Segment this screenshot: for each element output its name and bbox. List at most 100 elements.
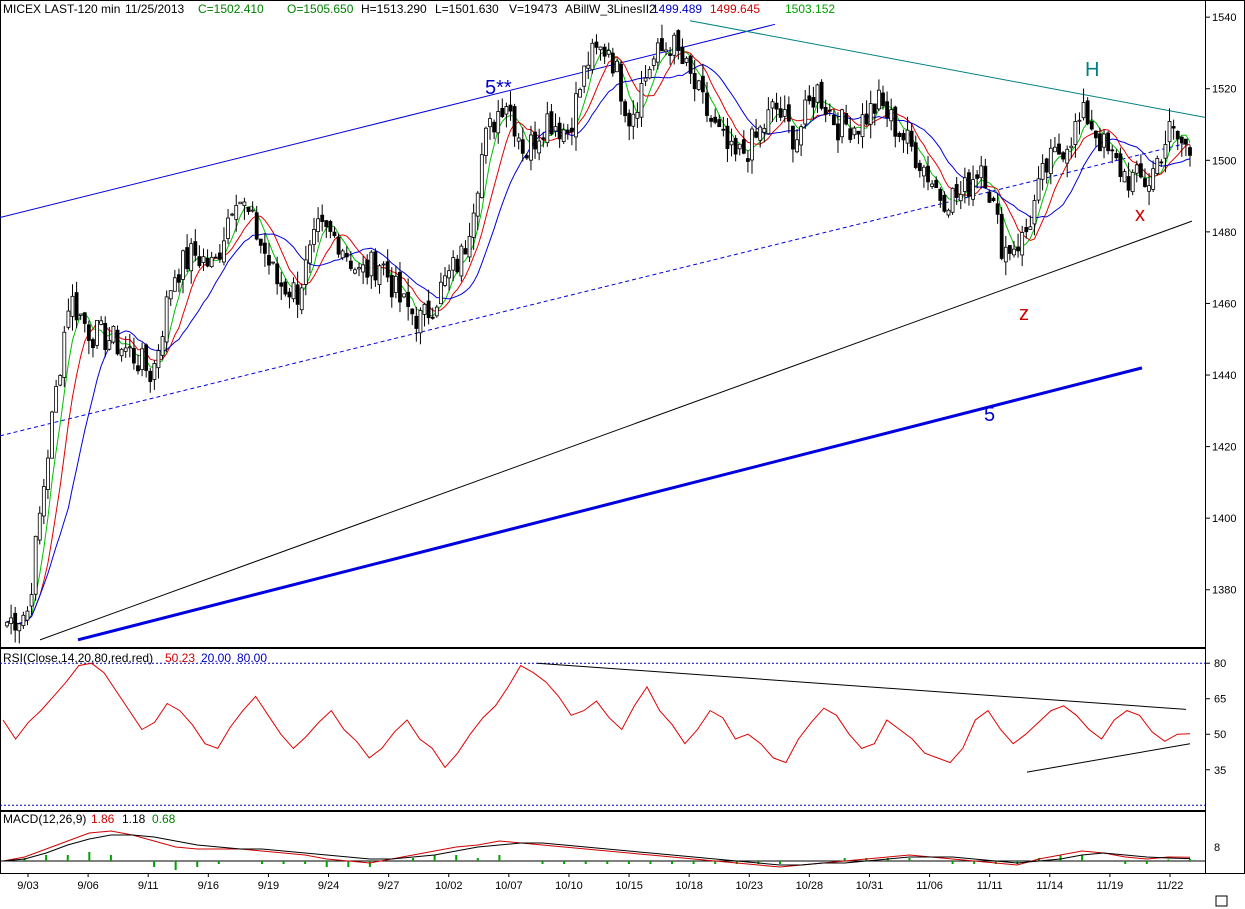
wave-5-line: [77, 366, 1143, 642]
candle-body: [541, 137, 546, 140]
candle-body: [713, 116, 718, 123]
candle-body: [1085, 100, 1090, 125]
candle-body: [508, 104, 513, 112]
candle-body: [848, 128, 853, 140]
annotation-z: z: [1019, 303, 1029, 325]
x-tick-label: 11/22: [1157, 880, 1184, 892]
candle-body: [1114, 153, 1119, 159]
candle-body: [1155, 158, 1160, 174]
candle-body: [1065, 148, 1070, 164]
candle-body: [414, 315, 419, 329]
candle-body: [553, 126, 558, 132]
candle-body: [246, 206, 251, 212]
candle-body: [999, 213, 1004, 259]
candle-body: [1184, 138, 1188, 145]
candle-body: [971, 179, 975, 200]
candle-body: [119, 348, 124, 357]
candle-body: [496, 111, 501, 134]
candle-body: [86, 324, 91, 341]
candle-body: [655, 42, 660, 63]
rsi-support-line: [1026, 743, 1191, 773]
price-y-axis: 1380 1400 1420 1440 1460 1480 1500 1520 1540 35 50…: [1205, 12, 1236, 854]
candle-body: [443, 275, 447, 286]
candle-body: [676, 30, 681, 52]
trendlines: [0, 20, 1206, 642]
y-tick-label: 1420: [1212, 442, 1236, 454]
candle-body: [422, 303, 427, 315]
candle-body: [1151, 168, 1156, 190]
candle-body: [897, 132, 902, 137]
candle-body: [737, 143, 742, 150]
resistance-line: [689, 20, 1206, 118]
candle-body: [463, 248, 468, 255]
x-tick-label: 11/11: [977, 880, 1003, 892]
candle-body: [926, 165, 930, 183]
candle-body: [889, 109, 894, 122]
x-tick-label: 11/14: [1036, 880, 1063, 892]
candle-body: [217, 252, 222, 260]
candle-body: [172, 277, 177, 292]
x-tick-label: 10/10: [555, 880, 583, 892]
candle-body: [254, 212, 259, 240]
rsi-resistance-line: [536, 662, 1187, 710]
candle-body: [746, 158, 750, 162]
candle-body: [418, 310, 423, 334]
candle-body: [475, 192, 480, 217]
rsi-line: [2, 662, 1191, 769]
candle-body: [905, 129, 910, 144]
candle-body: [938, 188, 943, 201]
candle-body: [299, 287, 304, 311]
candle-body: [107, 340, 112, 350]
candle-body: [312, 229, 316, 245]
candle-body: [975, 174, 980, 179]
candle-body: [447, 270, 451, 279]
candle-body: [868, 103, 873, 125]
candle-body: [353, 269, 357, 274]
candle-body: [144, 344, 149, 371]
candle-body: [1024, 227, 1029, 233]
candle-body: [983, 165, 988, 189]
candle-body: [680, 46, 685, 65]
candle-body: [324, 220, 329, 228]
candle-body: [778, 108, 783, 118]
candle-body: [62, 331, 67, 378]
candle-body: [348, 260, 353, 269]
candle-body: [1134, 164, 1139, 174]
candle-body: [721, 128, 726, 131]
candle-body: [365, 259, 370, 278]
candle-body: [33, 535, 38, 595]
candle-body: [606, 50, 611, 55]
candle-body: [1175, 130, 1180, 140]
candle-body: [41, 486, 46, 517]
candle-body: [160, 336, 165, 356]
candle-body: [1036, 178, 1041, 201]
candle-body: [168, 290, 173, 300]
header-open: O=1505.650: [287, 2, 354, 16]
candle-body: [1028, 226, 1033, 230]
candle-body: [500, 107, 505, 117]
support-line: [39, 220, 1193, 641]
x-tick-label: 10/28: [796, 880, 824, 892]
candle-body: [1143, 178, 1147, 187]
candle-body: [1138, 163, 1143, 178]
candle-body: [942, 194, 947, 212]
candle-body: [668, 53, 673, 56]
header-date: 11/25/2013: [125, 2, 184, 16]
x-tick-label: 10/02: [435, 880, 463, 892]
x-tick-label: 10/07: [495, 880, 523, 892]
rsi-y-tick-label: 50: [1214, 729, 1226, 741]
candle-body: [647, 69, 652, 79]
candle-body: [50, 411, 54, 459]
candle-body: [533, 131, 537, 150]
scroll-box[interactable]: [1215, 895, 1228, 907]
x-tick-label: 11/19: [1097, 880, 1124, 892]
candle-body: [1040, 163, 1045, 180]
candle-body: [58, 375, 63, 386]
candlesticks: [5, 24, 1192, 644]
candle-body: [148, 370, 153, 382]
candle-body: [574, 93, 578, 138]
ma-fast-line: [6, 46, 1191, 625]
candle-body: [267, 255, 271, 266]
candle-body: [962, 177, 967, 192]
candle-body: [590, 42, 595, 70]
